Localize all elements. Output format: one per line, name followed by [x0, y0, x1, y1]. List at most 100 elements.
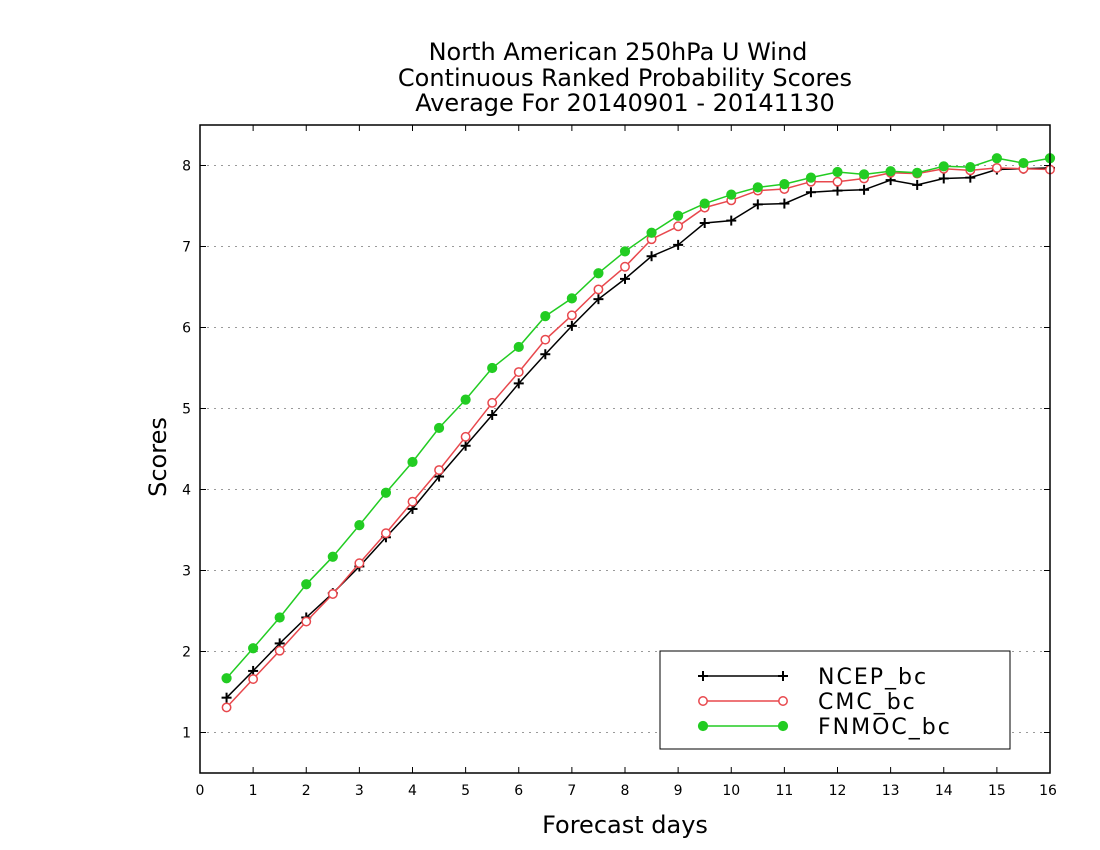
data-point-ncep-bc-27	[938, 173, 949, 184]
data-point-cmc-bc-1	[248, 674, 259, 684]
legend-item-fnmoc-bc: FNMOC_bc	[697, 715, 952, 740]
data-point-fnmoc-bc-29	[991, 153, 1002, 164]
data-point-cmc-bc-15	[620, 261, 630, 272]
data-point-fnmoc-bc-4	[327, 551, 338, 562]
y-tick-label-1: 1	[182, 726, 191, 742]
x-tick-label-8: 8	[621, 783, 630, 799]
data-point-cmc-bc-17	[673, 221, 684, 232]
data-point-fnmoc-bc-16	[646, 227, 657, 238]
data-point-fnmoc-bc-0	[221, 673, 232, 684]
x-tick-label-15: 15	[988, 783, 1006, 799]
x-tick-label-2: 2	[302, 783, 311, 799]
x-tick-label-9: 9	[674, 783, 683, 799]
data-point-fnmoc-bc-13	[566, 293, 577, 304]
data-point-fnmoc-bc-6	[380, 487, 392, 498]
data-point-fnmoc-bc-9	[460, 394, 471, 405]
data-point-cmc-bc-13	[566, 310, 577, 321]
x-tick-label-7: 7	[567, 783, 576, 799]
y-axis-ticks: 1 2 3 4 5 6 7 8	[182, 159, 1050, 742]
data-point-cmc-bc-3	[301, 616, 312, 627]
x-axis-label: Forecast days	[542, 811, 708, 839]
data-point-fnmoc-bc-27	[938, 161, 949, 172]
data-point-ncep-bc-26	[912, 179, 923, 190]
data-point-fnmoc-bc-12	[540, 311, 551, 322]
data-point-fnmoc-bc-1	[248, 643, 259, 654]
data-point-ncep-bc-21	[779, 198, 790, 209]
plot-series	[221, 153, 1056, 713]
x-tick-label-12: 12	[829, 783, 847, 799]
data-point-fnmoc-bc-30	[1018, 157, 1029, 169]
data-point-cmc-bc-5	[354, 558, 365, 569]
series-line-cmc-bc	[226, 167, 1051, 708]
legend-label-fnmoc-bc: FNMOC_bc	[818, 715, 952, 740]
x-axis-ticks: 0 1 2 3 4 5 6 7 8 9 10 11 12 13 14 15 16	[196, 125, 1057, 799]
y-tick-label-6: 6	[182, 321, 191, 337]
x-tick-label-1: 1	[249, 783, 258, 799]
legend-marker-start-fnmoc-bc	[697, 720, 709, 732]
data-point-fnmoc-bc-17	[673, 210, 684, 221]
legend-marker-start-cmc-bc	[698, 696, 708, 706]
data-point-cmc-bc-12	[540, 334, 551, 345]
data-point-ncep-bc-23	[832, 185, 843, 196]
data-point-cmc-bc-10	[487, 397, 498, 408]
y-tick-label-8: 8	[182, 159, 191, 175]
y-axis-label: Scores	[144, 417, 172, 497]
series-ncep-bc	[221, 162, 1055, 703]
data-point-fnmoc-bc-23	[832, 166, 843, 178]
series-line-fnmoc-bc	[226, 157, 1051, 679]
data-point-fnmoc-bc-22	[805, 172, 817, 183]
data-point-cmc-bc-6	[380, 528, 391, 539]
data-point-cmc-bc-14	[593, 284, 604, 295]
x-tick-label-6: 6	[514, 783, 523, 799]
y-tick-label-3: 3	[182, 564, 191, 580]
x-tick-label-5: 5	[461, 783, 470, 799]
data-point-cmc-bc-9	[460, 431, 471, 442]
data-point-fnmoc-bc-11	[513, 341, 524, 353]
series-line-ncep-bc	[226, 167, 1051, 699]
data-point-fnmoc-bc-7	[407, 456, 418, 468]
data-point-ncep-bc-19	[726, 215, 737, 226]
data-point-cmc-bc-4	[327, 589, 338, 599]
legend-marker-end-ncep-bc	[778, 671, 788, 681]
data-point-ncep-bc-9	[460, 440, 471, 451]
data-point-ncep-bc-11	[513, 378, 524, 389]
chart-title-line-3: Average For 20140901 - 20141130	[415, 89, 835, 117]
data-point-fnmoc-bc-8	[433, 422, 445, 434]
y-tick-label-2: 2	[182, 645, 191, 661]
data-point-cmc-bc-0	[221, 702, 232, 713]
data-point-cmc-bc-2	[274, 645, 285, 656]
y-tick-label-4: 4	[182, 483, 191, 499]
data-point-cmc-bc-29	[991, 162, 1002, 173]
data-point-ncep-bc-18	[699, 218, 710, 229]
x-tick-label-11: 11	[775, 783, 793, 799]
legend-box	[659, 650, 1011, 750]
data-point-fnmoc-bc-5	[354, 520, 365, 531]
data-point-ncep-bc-20	[752, 199, 763, 210]
legend-item-ncep-bc: NCEP_bc	[698, 665, 926, 690]
data-point-cmc-bc-7	[407, 496, 418, 507]
x-tick-label-0: 0	[196, 783, 205, 799]
data-point-fnmoc-bc-20	[752, 182, 763, 193]
data-point-fnmoc-bc-15	[619, 246, 631, 257]
data-point-ncep-bc-22	[805, 187, 816, 198]
data-point-fnmoc-bc-10	[487, 362, 498, 374]
series-fnmoc-bc	[221, 153, 1056, 684]
data-point-fnmoc-bc-28	[965, 162, 976, 173]
x-tick-label-14: 14	[935, 783, 953, 799]
data-point-fnmoc-bc-25	[885, 166, 896, 177]
series-cmc-bc	[221, 162, 1055, 713]
data-point-ncep-bc-12	[540, 349, 551, 360]
data-point-cmc-bc-8	[434, 465, 445, 476]
x-tick-label-16: 16	[1039, 783, 1057, 799]
data-point-ncep-bc-16	[646, 251, 657, 262]
legend-item-cmc-bc: CMC_bc	[698, 690, 917, 715]
legend-marker-end-fnmoc-bc	[777, 720, 789, 732]
data-point-ncep-bc-17	[673, 239, 684, 250]
data-point-fnmoc-bc-21	[779, 179, 790, 190]
legend-label-cmc-bc: CMC_bc	[818, 690, 917, 715]
y-tick-label-5: 5	[182, 402, 191, 418]
data-point-fnmoc-bc-3	[301, 579, 312, 590]
data-point-ncep-bc-15	[620, 273, 630, 284]
data-point-ncep-bc-0	[221, 692, 232, 703]
